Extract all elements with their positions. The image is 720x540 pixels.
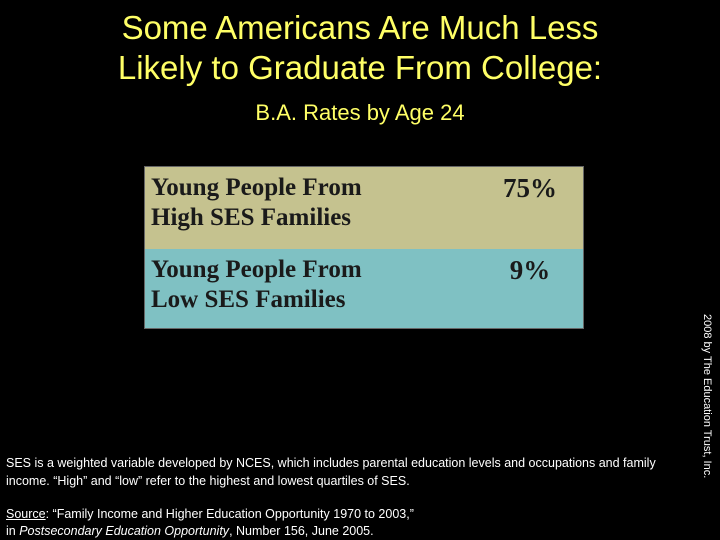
row-label-line-1: Young People From <box>151 174 362 201</box>
row-value-high-ses: 75% <box>503 173 557 203</box>
source-publication: Postsecondary Education Opportunity <box>19 524 230 538</box>
row-label-low-ses: Young People From Low SES Families <box>151 255 441 315</box>
source-citation: Source: “Family Income and Higher Educat… <box>6 506 700 540</box>
source-label: Source <box>6 507 46 521</box>
table-row-low-ses: Young People From Low SES Families 9% <box>145 249 583 328</box>
ses-definition-note: SES is a weighted variable developed by … <box>6 456 656 488</box>
row-label-line-2: Low SES Families <box>151 286 346 313</box>
source-text-a: : “Family Income and Higher Education Op… <box>45 507 414 521</box>
table-row-high-ses: Young People From High SES Families 75% <box>145 167 583 249</box>
source-text-c: , Number 156, June 2005. <box>229 524 374 538</box>
slide-subtitle: B.A. Rates by Age 24 <box>255 100 465 125</box>
slide-title-line-2: Likely to Graduate From College: <box>117 49 603 86</box>
row-label-high-ses: Young People From High SES Families <box>151 173 441 233</box>
row-value-low-ses: 9% <box>509 255 551 285</box>
graduation-rate-table: Young People From High SES Families 75% … <box>144 166 584 329</box>
row-label-line-2: High SES Families <box>151 204 352 231</box>
source-text-b: in <box>6 524 20 538</box>
row-label-line-1: Young People From <box>151 256 362 283</box>
source-line-2: in Postsecondary Education Opportunity, … <box>6 523 700 540</box>
slide-title: Some Americans Are Much Less Likely to G… <box>0 8 720 88</box>
copyright-credit: 2008 by The Education Trust, Inc. <box>701 314 713 479</box>
source-line-1: Source: “Family Income and Higher Educat… <box>6 506 700 523</box>
slide-title-line-1: Some Americans Are Much Less <box>121 9 599 46</box>
